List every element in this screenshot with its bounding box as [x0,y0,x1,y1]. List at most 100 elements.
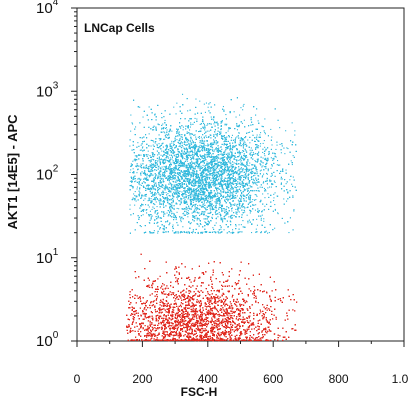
point-high-population [148,133,150,135]
point-high-population [176,187,178,189]
point-high-population [265,231,267,233]
point-high-population [219,193,221,195]
point-high-population [243,190,245,192]
point-high-population [164,169,166,171]
point-high-population [150,174,152,176]
point-high-population [198,157,200,159]
point-high-population [177,130,179,132]
point-high-population [188,191,190,193]
point-high-population [129,145,131,147]
point-high-population [247,185,249,187]
point-high-population [160,154,162,156]
point-high-population [161,173,163,175]
point-high-population [149,155,151,157]
point-high-population [159,139,161,141]
point-high-population [211,181,213,183]
point-high-population [214,194,216,196]
point-high-population [219,204,221,206]
point-high-population [156,209,158,211]
point-high-population [214,185,216,187]
point-high-population [178,145,180,147]
point-high-population [198,182,200,184]
point-high-population [203,184,205,186]
point-high-population [209,186,211,188]
point-high-population [233,111,235,113]
point-high-population [228,152,230,154]
point-high-population [159,170,161,172]
point-high-population [230,194,232,196]
point-high-population [272,159,274,161]
point-high-population [196,197,198,199]
point-high-population [156,206,158,208]
point-high-population [227,168,229,170]
point-high-population [233,162,235,164]
point-high-population [283,198,285,200]
point-high-population [262,151,264,153]
point-high-population [249,209,251,211]
point-high-population [222,208,224,210]
point-high-population [147,150,149,152]
point-high-population [163,174,165,176]
point-high-population [199,199,201,201]
point-high-population [184,231,186,233]
point-high-population [247,178,249,180]
point-high-population [262,193,264,195]
point-high-population [217,180,219,182]
point-high-population [224,177,226,179]
point-high-population [239,181,241,183]
point-high-population [214,166,216,168]
point-high-population [179,232,181,234]
point-high-population [255,166,257,168]
point-high-population [227,177,229,179]
point-high-population [291,183,293,185]
point-high-population [140,197,142,199]
point-high-population [154,113,156,115]
point-high-population [203,200,205,202]
point-high-population [255,178,257,180]
point-high-population [210,142,212,144]
point-high-population [236,125,238,127]
point-high-population [264,146,266,148]
point-high-population [153,230,155,232]
point-high-population [140,154,142,156]
point-high-population [187,171,189,173]
point-high-population [171,155,173,157]
point-high-population [227,182,229,184]
point-high-population [192,195,194,197]
point-high-population [264,155,266,157]
point-high-population [218,232,220,234]
point-high-population [180,199,182,201]
point-high-population [235,189,237,191]
point-high-population [143,199,145,201]
point-high-population [275,156,277,158]
point-high-population [188,232,190,234]
point-high-population [148,188,150,190]
point-high-population [230,177,232,179]
point-high-population [260,217,262,219]
point-high-population [204,195,206,197]
point-high-population [270,167,272,169]
point-high-population [152,153,154,155]
point-high-population [290,160,292,162]
point-high-population [141,171,143,173]
point-high-population [178,135,180,137]
point-high-population [213,196,215,198]
point-high-population [256,182,258,184]
point-high-population [219,153,221,155]
point-high-population [154,142,156,144]
point-high-population [209,102,211,104]
point-high-population [172,169,174,171]
point-high-population [255,194,257,196]
point-high-population [213,149,215,151]
point-high-population [213,205,215,207]
point-high-population [271,184,273,186]
point-high-population [222,181,224,183]
point-high-population [292,176,294,178]
point-high-population [197,180,199,182]
point-high-population [261,214,263,216]
point-high-population [200,165,202,167]
point-high-population [158,143,160,145]
point-high-population [209,185,211,187]
point-high-population [192,173,194,175]
point-high-population [188,171,190,173]
